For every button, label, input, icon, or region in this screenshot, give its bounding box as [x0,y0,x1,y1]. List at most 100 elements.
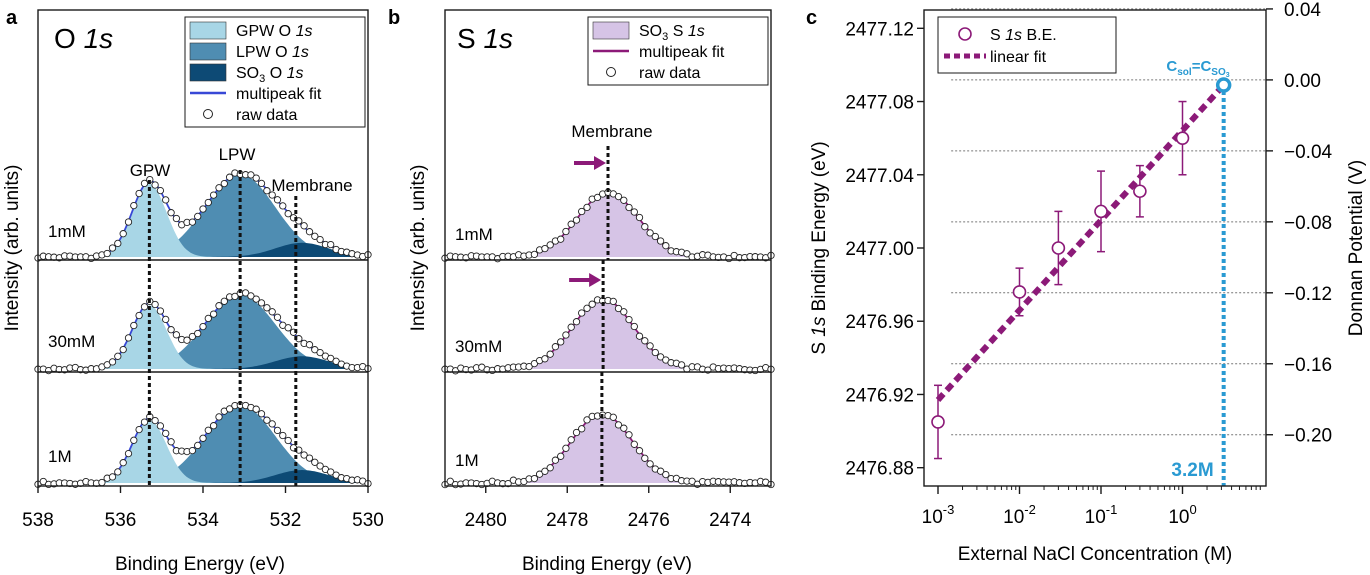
raw-data-point [646,342,654,350]
raw-data-point [167,326,175,334]
y2-tick-label: 0.04 [1284,0,1321,21]
raw-data-point [625,315,633,324]
raw-data-point [220,179,228,188]
panel-a-x-axis-label: Binding Energy (eV) [115,554,285,575]
raw-data-point [656,353,665,361]
panel-a-y-axis-label: Intensity (arb. units) [2,165,23,332]
y-tick-label: 2477.12 [845,19,914,40]
highlight-label: Csol=CSO3 [1166,58,1229,79]
raw-data-point [247,292,255,300]
raw-data-point [114,468,122,476]
raw-data-point [151,416,159,425]
raw-data-point [316,348,324,357]
raw-data-point [257,410,266,418]
panel-b-frame [444,9,772,487]
raw-data-point [241,289,250,297]
raw-data-point [119,459,127,467]
x-tick-label: 534 [187,510,219,531]
raw-data-point [273,313,282,321]
raw-data-point [172,331,181,339]
raw-data-point [215,302,223,310]
raw-data-point [546,241,554,249]
raw-data-point [662,470,670,479]
x-tick-label: 2476 [628,510,670,531]
raw-data-point [630,322,638,331]
legend-swatch-marker [203,109,213,119]
raw-data-point [284,324,292,332]
raw-data-point [530,250,539,259]
raw-data-point [641,454,649,462]
raw-data-point [279,431,287,440]
raw-data-point [551,343,560,351]
raw-data-point [268,191,276,199]
panel-a-label: a [6,7,18,29]
peak-area-LPW [38,405,368,483]
raw-data-point [300,451,308,459]
raw-data-point [209,310,218,318]
legend-swatch-area [189,63,227,82]
raw-data-point [635,447,644,455]
raw-data-point [578,207,586,216]
raw-data-point [108,358,117,366]
panel-b-label: b [388,7,400,29]
raw-data-point [311,232,319,240]
raw-data-point [688,477,696,485]
raw-data-point [656,467,665,475]
raw-data-point [630,208,638,216]
raw-data-point [119,230,127,238]
annotation-gpw: GPW [130,161,171,180]
raw-data-point [188,218,197,226]
legend-swatch-area [189,21,227,40]
raw-data-point [114,239,122,248]
spectrum-30mM [441,296,775,375]
panel-a: a 1mM 30mM 1M 538 536 534 532 530 Binding Ener… [2,7,384,575]
raw-data-point [209,191,218,199]
panel-c-grid [951,8,1266,436]
raw-data-point [252,295,260,303]
series-label-1M: 1M [455,451,479,470]
panel-c-points [931,100,1190,460]
panel-b-x-axis-label: Binding Energy (eV) [522,554,692,575]
panel-b-arrows [569,156,606,287]
raw-data-point [583,416,591,424]
legend-swatch-area [189,42,227,61]
panel-b-subplots: 1mM 30mM 1M [441,146,775,489]
raw-data-point [311,458,319,466]
raw-data-point [188,332,197,341]
raw-data-point [220,297,228,305]
raw-data-point [252,405,260,413]
x-tick-label: 538 [22,510,54,531]
data-point [931,415,945,429]
shift-arrow-head [594,156,606,170]
raw-data-point [194,441,202,450]
legend-swatch-area [592,21,630,40]
panel-c-y-ticks: 2476.88 2476.92 2476.96 2477.00 2477.04 2477.… [845,19,924,480]
x-tick-label: 2474 [709,510,752,531]
y2-tick-label: −0.08 [1284,213,1332,234]
raw-data-point [124,334,133,342]
y2-tick-label: −0.04 [1284,142,1333,163]
legend-label: S 1s B.E. [990,27,1057,44]
raw-data-point [578,425,586,433]
y-tick-label: 2477.00 [845,239,914,260]
panel-c-x-ticks: 10-3 10-2 10-1 100 [922,486,1261,528]
raw-data-point [225,405,234,413]
y-tick-label: 2477.04 [845,166,914,187]
raw-data-point [316,462,324,470]
raw-data-point [167,438,175,446]
panel-a-x-ticks: 538 536 534 532 530 [22,486,384,531]
raw-data-point [620,424,628,432]
raw-data-point [662,242,670,250]
y-tick-label: 2476.92 [845,385,914,406]
series-label-30mM: 30mM [48,332,95,351]
raw-data-point [135,189,143,198]
raw-data-point [263,187,271,195]
data-point [1175,131,1190,145]
raw-data-point [609,413,617,421]
raw-data-point [583,203,591,212]
raw-data-point [124,218,133,226]
raw-data-point [108,473,117,481]
annotation-membrane-b: Membrane [571,122,652,141]
